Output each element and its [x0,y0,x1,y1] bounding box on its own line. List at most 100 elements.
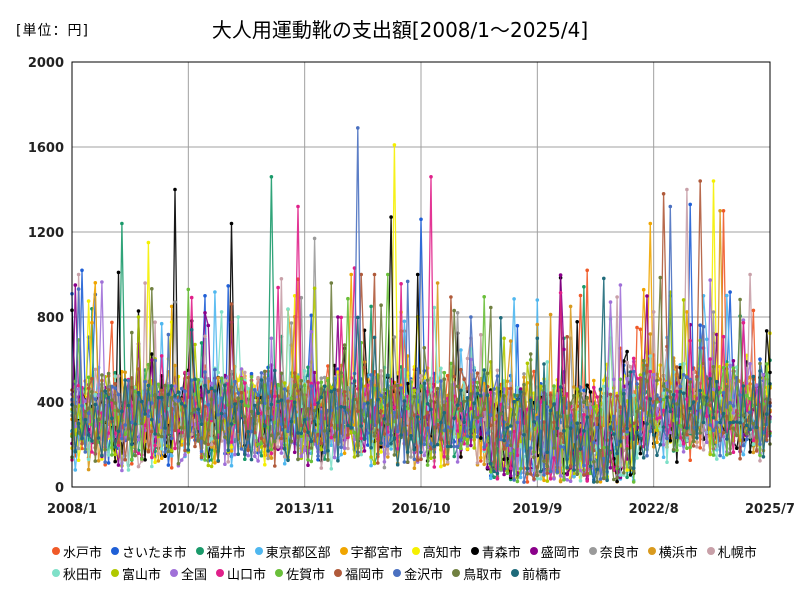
data-point [405,371,410,375]
data-point [159,395,164,400]
legend-label: 宇都宮市 [350,545,403,561]
data-point [638,327,643,332]
data-point [316,457,320,462]
data-point [163,426,167,430]
data-point [386,422,390,427]
data-point [635,325,639,330]
data-point [641,287,646,292]
data-point [263,462,267,467]
data-point [499,316,503,320]
data-point [169,436,174,441]
data-point [299,295,304,300]
data-point [299,431,304,436]
data-point [552,420,556,425]
data-point [558,273,563,277]
data-point [169,466,174,470]
data-point [758,357,762,362]
data-point [116,443,121,448]
legend-label: 鳥取市 [463,567,503,583]
data-point [592,480,596,484]
data-point [575,387,579,392]
data-point [522,433,526,437]
data-point [103,460,107,464]
data-point [558,479,563,484]
data-point [339,315,344,320]
data-point [465,446,470,451]
data-point [508,473,513,478]
data-point [366,443,370,447]
data-point [562,428,566,433]
data-point [618,377,623,382]
data-point [76,387,81,391]
data-point [465,444,470,448]
data-point [558,444,563,449]
data-point [236,396,240,400]
data-point [159,321,164,326]
data-point [545,360,550,364]
data-point [731,420,736,425]
data-point [130,442,134,447]
data-point [412,447,417,452]
y-tick-label: 1200 [28,226,64,241]
data-point [389,447,393,451]
data-point [186,287,191,292]
data-point [136,315,141,319]
data-point [229,449,234,453]
data-point [681,435,686,440]
legend-item: 全国 [170,562,207,584]
data-point [452,416,457,421]
data-point [701,324,706,329]
data-point [156,451,161,456]
data-point [432,444,437,449]
data-point [442,377,447,382]
data-point [356,126,360,130]
data-point [515,420,520,425]
data-point [369,373,373,377]
data-point [372,434,377,438]
data-point [425,389,430,394]
data-point [675,460,679,464]
series-layer [70,126,772,484]
data-point [346,408,350,412]
data-point [382,395,387,400]
data-point [209,416,214,421]
data-point [243,457,247,462]
data-point [582,473,586,477]
data-point [150,358,154,362]
data-point [216,370,220,375]
data-point [615,295,619,299]
data-point [528,352,533,356]
data-point [103,462,107,467]
data-point [379,369,383,373]
data-point [721,334,726,339]
data-point [648,397,653,401]
data-point [725,384,729,389]
data-point [309,459,314,464]
data-point [169,454,174,458]
data-point [695,436,699,440]
data-point [352,455,357,459]
data-point [578,478,583,483]
data-point [469,406,473,411]
data-point [568,426,573,431]
data-point [233,379,237,384]
data-point [595,480,599,484]
data-point [196,378,201,382]
data-point [146,383,151,388]
data-point [395,462,400,467]
data-point [226,460,230,464]
data-point [163,454,167,459]
data-point [169,304,174,309]
data-point [110,320,114,325]
data-point [159,388,164,393]
data-point [199,393,204,398]
data-point [150,417,154,422]
data-point [189,295,194,300]
data-point [196,407,201,412]
data-point [309,439,314,444]
data-point [728,408,732,412]
data-point [528,472,533,476]
data-point [382,432,387,436]
data-point [495,368,500,373]
data-point [758,453,762,458]
